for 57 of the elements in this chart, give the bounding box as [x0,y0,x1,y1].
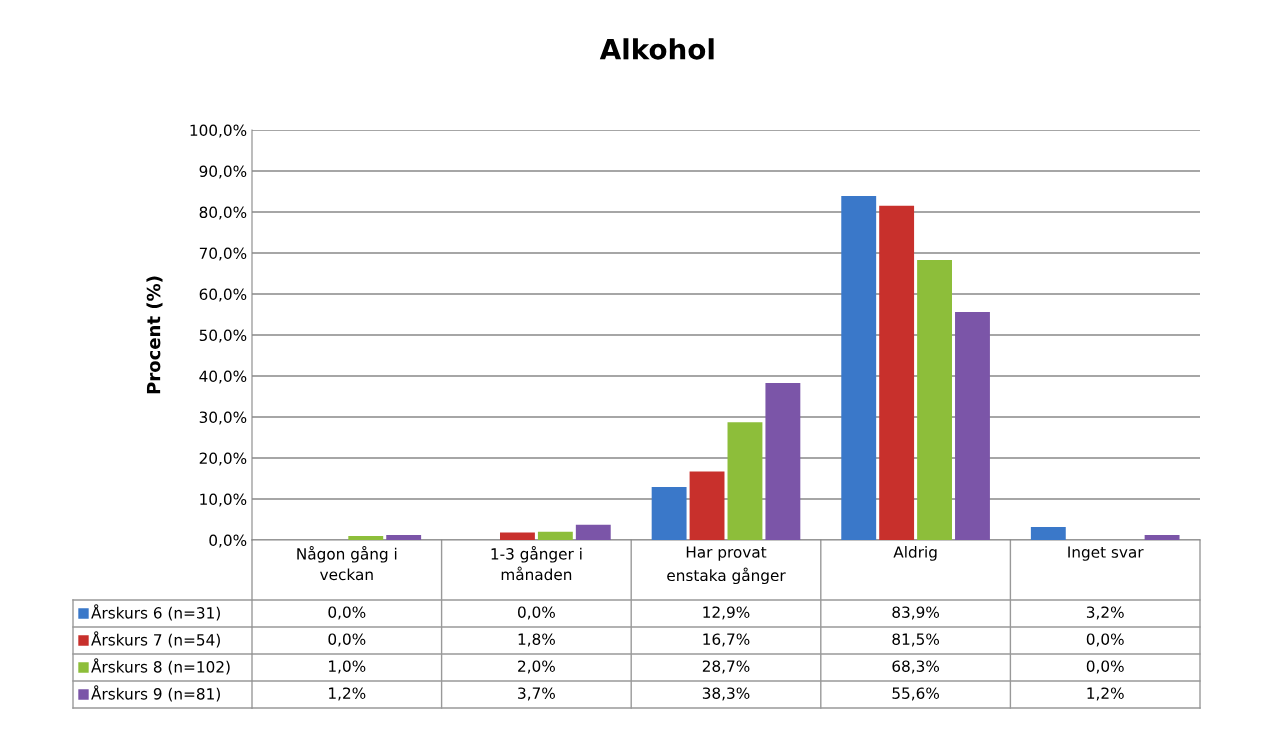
y-tick-label: 100,0% [190,124,247,138]
y-tick-label: 20,0% [199,452,247,466]
bar [500,532,535,540]
x-tick-label: Aldrig [893,546,937,561]
y-tick-label: 80,0% [199,206,247,220]
bar [348,535,384,540]
x-tick-label: Har provat enstaka gånger [667,546,786,585]
data-label: 38,3% [702,687,750,701]
x-tick-label: Inget svar [1068,546,1144,561]
data-label: 12,9% [703,606,750,620]
y-tick-label: 40,0% [199,370,247,384]
legend-label: Årskurs 7 (n=54) [91,631,220,648]
bar [765,382,801,540]
bar [1030,526,1066,540]
data-label: 83,9% [892,606,940,620]
y-tick-label: 30,0% [199,411,247,425]
data-label: 1,2% [329,687,366,701]
bar [727,422,763,540]
bar [651,487,687,540]
bar [575,524,611,540]
bar [955,312,990,540]
bar [917,259,952,540]
data-label: 68,3% [892,660,940,674]
bar [386,535,422,540]
data-label: 2,0% [518,660,555,674]
legend-label: Årskurs 8 (n=102) [91,658,230,675]
y-tick-label: 10,0% [200,493,247,507]
bar [1144,535,1180,540]
data-label: 1,8% [518,633,555,647]
x-tick-label: Någon gång i veckan [297,546,397,581]
y-axis-title: Procent (%) [146,276,163,394]
y-tick-label: 70,0% [199,247,247,261]
y-tick-label: 90,0% [199,165,247,179]
y-tick-label: 50,0% [199,329,247,343]
data-label: 1,0% [329,660,366,674]
data-label: 0,0% [518,606,555,620]
data-label: 0,0% [328,606,366,620]
data-label: 16,7% [703,633,750,647]
data-label: 1,2% [1087,687,1124,701]
data-label: 81,5% [892,633,940,647]
data-label: 0,0% [1086,660,1124,674]
chart-title: Alkohol [599,38,714,60]
data-label: 55,6% [892,687,940,701]
data-label: 28,7% [702,660,750,674]
data-label: 3,2% [1086,606,1124,620]
legend-label: Årskurs 9 (n=81) [91,685,220,702]
legend-label: Årskurs 6 (n=31) [91,604,220,621]
y-tick-label: 60,0% [199,288,247,302]
bar [841,196,877,540]
x-tick-label: 1-3 gånger i månaden [491,546,582,581]
data-label: 0,0% [328,633,366,647]
data-label: 3,7% [518,687,555,701]
bar [879,205,915,540]
data-label: 0,0% [1086,633,1124,647]
bar [689,471,725,540]
y-tick-label: 0,0% [209,534,247,548]
bar [537,531,573,540]
